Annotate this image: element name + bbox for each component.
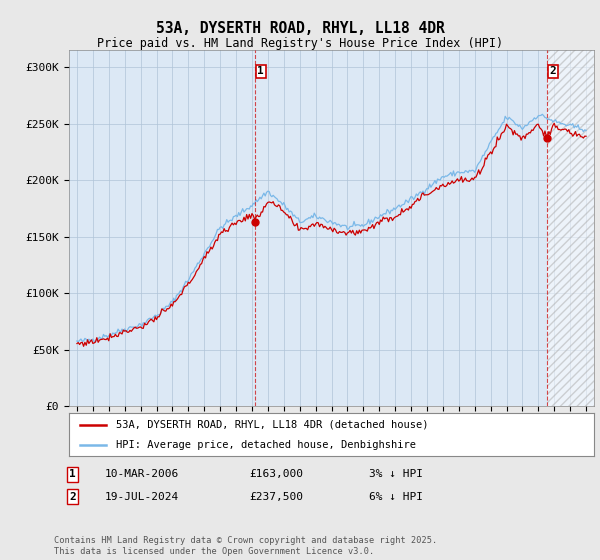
Text: 1: 1 <box>257 67 264 76</box>
Text: 3% ↓ HPI: 3% ↓ HPI <box>369 469 423 479</box>
Text: 2: 2 <box>69 492 76 502</box>
Text: 1: 1 <box>69 469 76 479</box>
Bar <box>547 50 594 406</box>
Text: 53A, DYSERTH ROAD, RHYL, LL18 4DR (detached house): 53A, DYSERTH ROAD, RHYL, LL18 4DR (detac… <box>116 419 429 430</box>
Text: £163,000: £163,000 <box>249 469 303 479</box>
Text: 53A, DYSERTH ROAD, RHYL, LL18 4DR: 53A, DYSERTH ROAD, RHYL, LL18 4DR <box>155 21 445 36</box>
Text: £237,500: £237,500 <box>249 492 303 502</box>
Text: 2: 2 <box>550 67 556 76</box>
Text: Contains HM Land Registry data © Crown copyright and database right 2025.
This d: Contains HM Land Registry data © Crown c… <box>54 536 437 556</box>
Text: 10-MAR-2006: 10-MAR-2006 <box>105 469 179 479</box>
Text: HPI: Average price, detached house, Denbighshire: HPI: Average price, detached house, Denb… <box>116 440 416 450</box>
Text: Price paid vs. HM Land Registry's House Price Index (HPI): Price paid vs. HM Land Registry's House … <box>97 37 503 50</box>
Text: 19-JUL-2024: 19-JUL-2024 <box>105 492 179 502</box>
Text: 6% ↓ HPI: 6% ↓ HPI <box>369 492 423 502</box>
